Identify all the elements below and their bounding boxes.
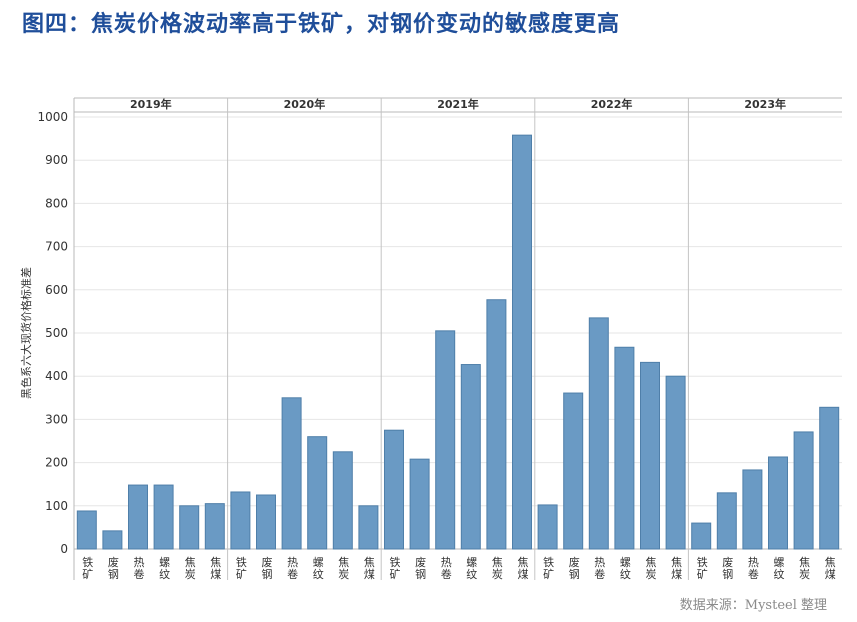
category-label: 热卷: [287, 556, 298, 581]
y-axis-label: 黑色系六大现货价格标准差: [19, 267, 33, 399]
year-header-label: 2023年: [744, 97, 786, 111]
category-label: 螺纹: [466, 556, 477, 581]
bar-2019年-铁矿: [76, 510, 97, 550]
bars: [76, 134, 840, 550]
category-label: 焦煤: [518, 556, 529, 581]
category-label: 铁矿: [82, 556, 93, 581]
year-header-label: 2021年: [437, 97, 479, 111]
source-note: 数据来源：Mysteel 整理: [679, 598, 827, 613]
y-tick-label: 100: [45, 499, 68, 513]
category-label: 螺纹: [620, 556, 631, 581]
bar-2023年-螺纹: [768, 456, 788, 550]
category-label: 螺纹: [313, 556, 324, 581]
bar-2023年-废钢: [716, 492, 737, 550]
bar-2022年-废钢: [563, 392, 584, 550]
bar-2019年-螺纹: [153, 484, 174, 550]
bar-2023年-热卷: [742, 469, 763, 550]
y-tick-label: 600: [45, 283, 68, 297]
bar-2021年-焦煤: [512, 134, 532, 550]
category-label: 铁矿: [543, 556, 554, 581]
category-label: 热卷: [134, 556, 145, 581]
y-tick-label: 400: [45, 369, 68, 383]
bar-2021年-铁矿: [384, 429, 404, 550]
category-label: 铁矿: [697, 556, 708, 581]
category-label: 焦炭: [185, 556, 196, 581]
category-label: 焦煤: [364, 556, 375, 581]
bar-2019年-废钢: [102, 530, 123, 550]
bar-2022年-螺纹: [614, 346, 635, 550]
bar-2022年-铁矿: [537, 504, 558, 550]
bar-2021年-螺纹: [460, 364, 481, 550]
grid-lines: [74, 116, 842, 550]
bar-2023年-焦炭: [793, 431, 814, 550]
category-label: 废钢: [415, 555, 426, 581]
y-tick-label: 300: [45, 412, 68, 426]
category-label: 废钢: [569, 555, 580, 581]
category-label: 焦炭: [492, 556, 503, 581]
category-label: 焦煤: [825, 556, 836, 581]
bar-2020年-焦煤: [358, 505, 379, 550]
category-label: 热卷: [748, 556, 759, 581]
category-label: 铁矿: [390, 556, 401, 581]
bar-2023年-焦煤: [819, 406, 840, 550]
bar-2022年-热卷: [588, 317, 609, 550]
bar-2020年-废钢: [256, 494, 276, 550]
category-label: 焦煤: [210, 556, 221, 581]
year-header-label: 2022年: [591, 97, 633, 111]
bar-2020年-螺纹: [307, 436, 328, 550]
figure-title: 图四：焦炭价格波动率高于铁矿，对钢价变动的敏感度更高: [22, 12, 621, 37]
bar-2022年-焦炭: [640, 361, 660, 550]
y-tick-label: 500: [45, 326, 68, 340]
category-label: 焦炭: [799, 556, 810, 581]
category-label: 螺纹: [159, 556, 170, 581]
category-label: 废钢: [262, 555, 273, 581]
category-label: 铁矿: [236, 556, 247, 581]
category-label: 热卷: [594, 556, 605, 581]
category-label: 热卷: [441, 556, 452, 581]
category-label: 废钢: [722, 555, 733, 581]
year-header-label: 2019年: [130, 97, 172, 111]
category-label: 焦炭: [338, 556, 349, 581]
year-separators: [73, 97, 842, 580]
bar-2020年-热卷: [281, 397, 302, 550]
bar-2019年-热卷: [128, 484, 148, 550]
bar-2019年-焦煤: [204, 503, 225, 550]
category-label: 螺纹: [774, 556, 785, 581]
bar-2021年-废钢: [409, 458, 430, 550]
y-tick-label: 800: [45, 196, 68, 210]
bar-2020年-焦炭: [332, 451, 353, 550]
bar-2021年-焦炭: [486, 299, 507, 550]
y-axis-ticks: 0 100 200 300 400 500 600 700 800 900 1000: [37, 110, 68, 556]
bar-2019年-焦炭: [179, 505, 200, 550]
y-tick-label: 200: [45, 456, 68, 470]
year-headers: 2019年 2020年 2021年 2022年 2023年: [130, 97, 786, 111]
y-tick-label: 1000: [37, 110, 68, 124]
bar-2023年-铁矿: [691, 522, 712, 550]
category-label: 废钢: [108, 555, 119, 581]
bar-2022年-焦煤: [665, 375, 686, 550]
y-tick-label: 0: [60, 542, 68, 556]
y-tick-label: 900: [45, 153, 68, 167]
category-label: 焦炭: [646, 556, 657, 581]
bar-2020年-铁矿: [230, 491, 251, 550]
category-label: 焦煤: [671, 556, 682, 581]
category-labels: 铁矿废钢热卷螺纹焦炭焦煤铁矿废钢热卷螺纹焦炭焦煤铁矿废钢热卷螺纹焦炭焦煤铁矿废钢…: [82, 555, 835, 581]
year-header-label: 2020年: [284, 97, 326, 111]
bar-2021年-热卷: [435, 330, 456, 550]
y-tick-label: 700: [45, 240, 68, 254]
